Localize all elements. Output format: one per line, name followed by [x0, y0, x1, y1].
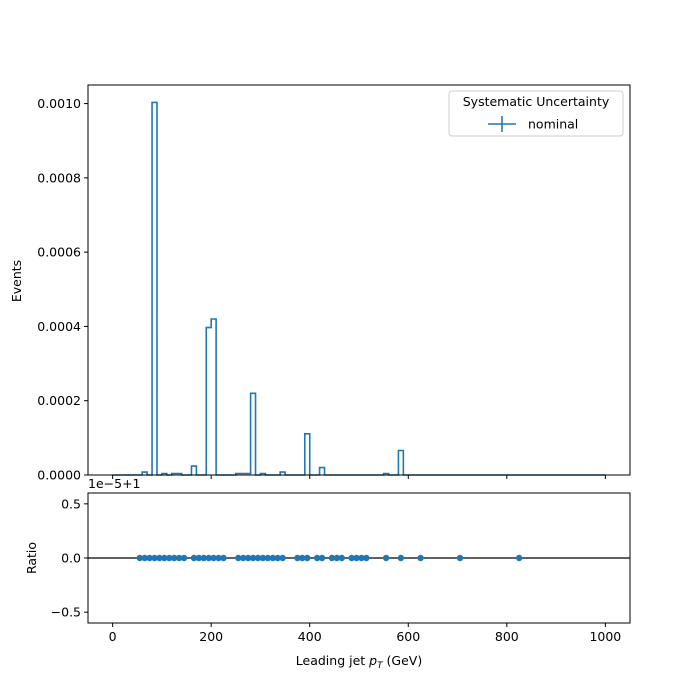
main-panel: 0.0000 0.0002 0.0004 0.0006 0.0008 0.0010 Eve…	[9, 84, 631, 483]
ratio-point	[269, 554, 276, 562]
ratio-point	[358, 554, 365, 562]
ratio-point	[274, 554, 281, 562]
ratio-point	[171, 554, 178, 562]
ratio-point	[318, 554, 326, 562]
legend-entry-nominal: nominal	[528, 117, 578, 132]
main-y-tick-label: 0.0010	[37, 96, 81, 111]
ratio-x-tick-label: 400	[298, 629, 322, 644]
ratio-offset-text: 1e−5+1	[88, 476, 141, 491]
ratio-point	[363, 554, 370, 562]
ratio-x-tick-label: 600	[396, 629, 420, 644]
main-y-ticks: 0.0000 0.0002 0.0004 0.0006 0.0008 0.0010	[37, 96, 88, 483]
ratio-points	[136, 554, 523, 562]
main-plot-frame	[87, 84, 631, 476]
ratio-point	[220, 554, 227, 562]
ratio-point	[313, 554, 321, 562]
ratio-point	[166, 554, 173, 562]
ratio-point	[264, 554, 272, 562]
ratio-y-tick-label: 0.5	[61, 496, 81, 511]
ratio-point	[382, 554, 390, 562]
ratio-point	[195, 554, 203, 562]
main-y-axis-label: Events	[9, 260, 24, 302]
ratio-y-tick-label: 0.0	[61, 551, 81, 566]
ratio-point	[304, 554, 311, 562]
ratio-x-tick-label: 800	[495, 629, 519, 644]
ratio-point	[215, 554, 222, 562]
ratio-plot-frame	[87, 492, 631, 624]
ratio-point	[151, 554, 158, 562]
ratio-point	[294, 554, 301, 562]
ratio-point	[328, 554, 336, 562]
ratio-point	[210, 554, 217, 562]
ratio-point	[417, 554, 424, 562]
ratio-point	[180, 554, 188, 562]
ratio-point	[348, 554, 355, 562]
ratio-y-axis-label: Ratio	[24, 542, 39, 574]
ratio-point	[338, 554, 345, 562]
ratio-point	[156, 554, 163, 562]
ratio-point	[235, 554, 242, 562]
ratio-point	[190, 554, 198, 562]
ratio-point	[249, 554, 257, 562]
ratio-panel: −0.5 0.0 0.5 0 200 400 600 800 1000 1e−5+1 Rati…	[24, 476, 631, 671]
ratio-point	[515, 554, 523, 562]
main-x-ticks	[112, 475, 606, 479]
main-y-tick-label: 0.0004	[37, 319, 81, 334]
ratio-point	[161, 554, 168, 562]
ratio-point	[200, 554, 207, 562]
ratio-point	[136, 554, 143, 562]
legend-title: Systematic Uncertainty	[463, 94, 610, 109]
ratio-point	[240, 554, 247, 562]
ratio-point	[175, 554, 183, 562]
ratio-y-ticks: −0.5 0.0 0.5	[51, 496, 88, 620]
ratio-point	[259, 554, 267, 562]
ratio-point	[299, 554, 306, 562]
ratio-point	[397, 554, 405, 562]
x-axis-label: Leading jet pT (GeV)	[296, 653, 422, 671]
main-y-tick-label: 0.0000	[37, 468, 81, 483]
ratio-x-ticks: 0 200 400 600 800 1000	[109, 623, 621, 644]
ratio-point	[333, 554, 341, 562]
ratio-point	[146, 554, 153, 562]
ratio-x-tick-label: 200	[199, 629, 223, 644]
main-y-tick-label: 0.0002	[37, 393, 81, 408]
ratio-point	[353, 554, 360, 562]
main-y-tick-label: 0.0006	[37, 245, 81, 260]
ratio-point	[244, 554, 252, 562]
main-y-tick-label: 0.0008	[37, 170, 81, 185]
ratio-point	[456, 554, 464, 562]
ratio-x-tick-label: 1000	[589, 629, 621, 644]
ratio-point	[279, 554, 286, 562]
ratio-y-tick-label: −0.5	[51, 605, 81, 620]
legend: Systematic Uncertainty nominal	[448, 90, 624, 137]
ratio-point	[254, 554, 262, 562]
ratio-x-tick-label: 0	[109, 629, 117, 644]
ratio-point	[141, 554, 148, 562]
ratio-point	[205, 554, 212, 562]
main-plot-area	[88, 85, 630, 475]
